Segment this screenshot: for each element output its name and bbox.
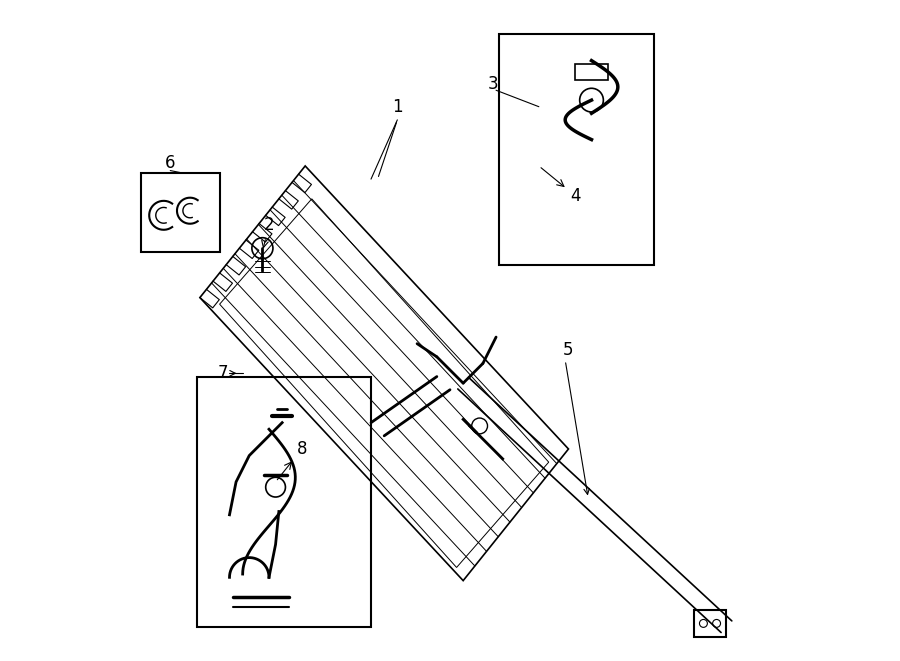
Bar: [196, 377, 371, 627]
Text: 6: 6: [165, 153, 176, 172]
Text: 7: 7: [218, 364, 229, 382]
Text: 1: 1: [392, 98, 402, 116]
Bar: [500, 34, 654, 264]
Text: 3: 3: [488, 75, 498, 93]
Text: 2: 2: [262, 216, 274, 248]
Bar: [575, 64, 608, 81]
Text: 5: 5: [563, 341, 573, 359]
Text: 8: 8: [277, 440, 307, 480]
Bar: [694, 610, 726, 637]
Bar: [140, 173, 220, 252]
Text: 4: 4: [541, 168, 580, 204]
